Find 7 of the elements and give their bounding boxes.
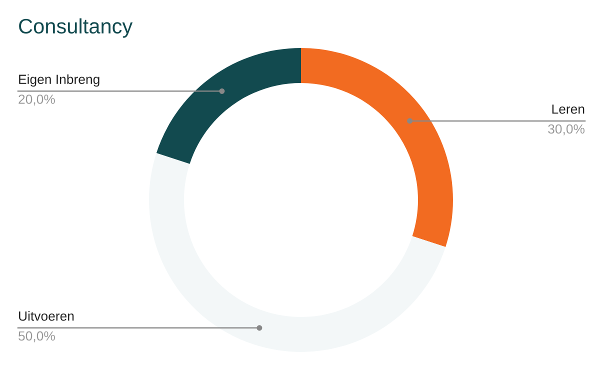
slice-label: Eigen Inbreng <box>19 74 100 87</box>
slice-label: Leren <box>552 104 584 114</box>
slice-label: Uitvoeren <box>19 311 74 321</box>
data-label: 30,0% <box>548 124 585 136</box>
data-label: 20,0% <box>18 94 55 106</box>
chart-title: Consultancy <box>19 18 133 38</box>
data-label: 50,0% <box>18 331 55 342</box>
